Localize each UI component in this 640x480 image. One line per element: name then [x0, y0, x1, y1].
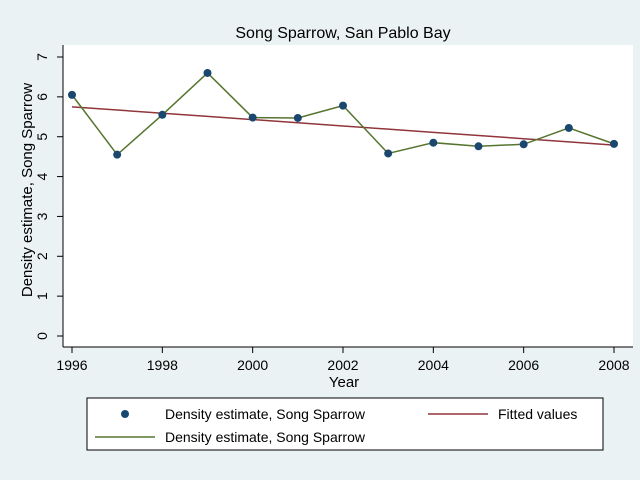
y-tick-label: 7 — [34, 53, 50, 61]
plot-area — [63, 45, 633, 347]
density-point — [519, 140, 528, 149]
y-tick-label: 3 — [34, 212, 50, 220]
density-point — [203, 68, 212, 77]
series-layer — [68, 68, 618, 159]
legend-box — [86, 397, 604, 451]
y-tick-label: 2 — [34, 252, 50, 260]
x-tick-label: 2006 — [508, 357, 539, 373]
legend-label-connected: Density estimate, Song Sparrow — [165, 429, 366, 445]
density-point — [474, 142, 483, 151]
x-tick-label: 2002 — [327, 357, 358, 373]
y-axis-ticks: 0 1 2 3 4 5 6 7 — [34, 53, 63, 340]
chart-title: Song Sparrow, San Pablo Bay — [235, 25, 450, 42]
density-point — [610, 139, 618, 148]
x-tick-label: 2000 — [237, 357, 268, 373]
density-point — [293, 113, 302, 122]
legend-marker-symbol — [121, 410, 129, 418]
x-tick-label: 1998 — [147, 357, 178, 373]
y-axis-title: Density estimate, Song Sparrow — [19, 83, 36, 297]
y-tick-label: 6 — [34, 93, 50, 101]
density-point — [339, 101, 347, 110]
legend-label-markers: Density estimate, Song Sparrow — [165, 406, 366, 422]
density-point — [68, 90, 76, 99]
density-point — [384, 149, 393, 158]
density-point — [248, 113, 257, 122]
x-tick-label: 2008 — [598, 357, 629, 373]
x-tick-label: 2004 — [418, 357, 449, 373]
density-point — [113, 150, 122, 159]
x-axis-title: Year — [329, 374, 359, 391]
density-point — [158, 110, 167, 119]
x-axis-ticks: 1996 1998 2000 2002 2004 2006 2008 — [56, 347, 630, 373]
legend-label-fitted: Fitted values — [498, 406, 577, 422]
legend: Density estimate, Song Sparrow Fitted va… — [86, 397, 604, 451]
y-tick-label: 5 — [34, 133, 50, 141]
density-point — [429, 138, 438, 147]
density-point — [564, 123, 573, 132]
y-tick-label: 1 — [34, 292, 50, 300]
y-tick-label: 0 — [34, 332, 50, 340]
y-tick-label: 4 — [34, 172, 50, 180]
x-tick-label: 1996 — [56, 357, 87, 373]
